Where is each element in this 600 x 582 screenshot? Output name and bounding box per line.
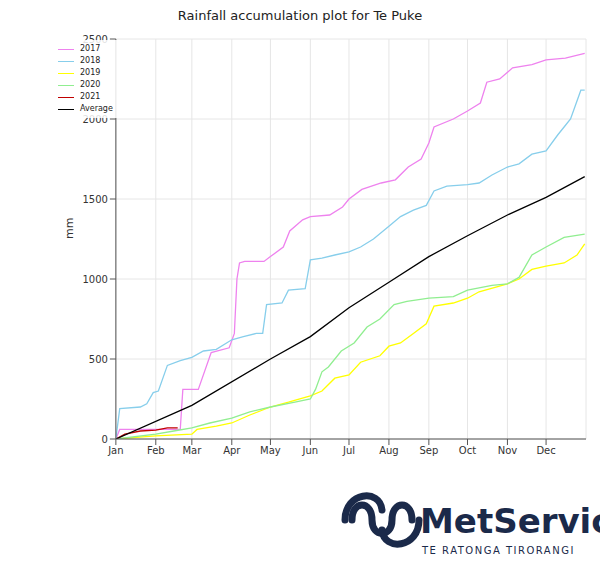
html-text:2018: 2018 — [80, 56, 101, 65]
svg-text:Dec: Dec — [536, 445, 555, 456]
html-text:2020: 2020 — [80, 80, 101, 89]
svg-text:Nov: Nov — [498, 445, 518, 456]
html-text:2021: 2021 — [80, 92, 101, 101]
svg-text:1000: 1000 — [82, 274, 107, 285]
svg-text:0: 0 — [101, 434, 107, 445]
svg-text:1500: 1500 — [82, 194, 107, 205]
svg-text:Jun: Jun — [302, 445, 319, 456]
svg-text:MetService: MetService — [420, 501, 592, 541]
svg-text:Oct: Oct — [459, 445, 476, 456]
svg-text:TE RATONGA TIRORANGI: TE RATONGA TIRORANGI — [421, 545, 575, 556]
svg-text:mm: mm — [63, 218, 76, 239]
svg-text:Mar: Mar — [182, 445, 202, 456]
svg-text:2000: 2000 — [82, 114, 107, 125]
html-text:Rainfall accumulation plot for: Rainfall accumulation plot for Te Puke — [177, 8, 423, 23]
svg-text:Jan: Jan — [107, 445, 123, 456]
html-text:2019: 2019 — [80, 68, 101, 77]
svg-text:500: 500 — [89, 354, 108, 365]
svg-text:Aug: Aug — [379, 445, 399, 456]
svg-text:May: May — [260, 445, 281, 456]
svg-text:Jul: Jul — [342, 445, 355, 456]
svg-text:Apr: Apr — [223, 445, 241, 456]
svg-text:2500: 2500 — [82, 34, 107, 45]
html-text:Average: Average — [80, 104, 113, 113]
svg-text:Sep: Sep — [419, 445, 438, 456]
html-text:2017: 2017 — [80, 44, 101, 53]
svg-text:Feb: Feb — [147, 445, 165, 456]
